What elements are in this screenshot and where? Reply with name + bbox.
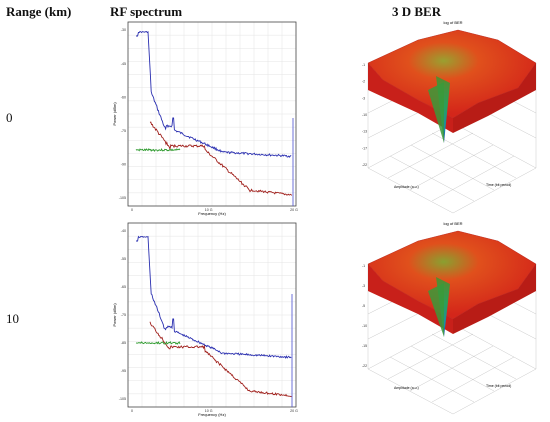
y-axis-label: Power (dBm) — [112, 303, 117, 327]
ber-surface-top — [367, 29, 537, 119]
ber-title: log of BER — [443, 221, 462, 226]
y-tick-label: -85 — [121, 341, 126, 345]
z-tick-label: -10 — [362, 324, 367, 328]
y-tick-label: -45 — [121, 62, 126, 66]
y-tick-label: -40 — [121, 229, 126, 233]
z-tick-label: -1 — [362, 264, 365, 268]
y-ticks: -30 -45 -60 -75 -90 -105 — [119, 28, 126, 200]
series-green — [135, 147, 181, 152]
series-blue — [136, 30, 292, 158]
range-header: Range (km) — [6, 4, 72, 19]
x-tick-label: 10 G — [205, 409, 213, 413]
plot-grid — [128, 223, 296, 407]
ber-surface-right — [453, 63, 536, 133]
rf-spectrum-plot-0: -30 -45 -60 -75 -90 -105 0 10 G 20 G Power (dBm… — [110, 18, 300, 218]
y-tick-label: -105 — [119, 397, 126, 401]
y-axis-label: Power (dBm) — [112, 102, 117, 126]
ber-surface-left — [368, 63, 453, 133]
x-ticks: 0 10 G 20 G — [131, 409, 298, 413]
y-tick-label: -55 — [121, 257, 126, 261]
ber-valley-side — [428, 283, 444, 337]
series-red — [149, 321, 292, 398]
rf-spectrum-header: RF spectrum — [110, 4, 183, 19]
y-tick-label: -75 — [121, 313, 126, 317]
x-tick-label: 20 G — [290, 208, 298, 212]
ber-x-label: Amplitude (a.u.) — [394, 185, 419, 189]
z-tick-label: -3 — [362, 96, 365, 100]
z-tick-label: -5 — [362, 304, 365, 308]
z-tick-label: -15 — [362, 344, 367, 348]
x-tick-label: 20 G — [290, 409, 298, 413]
ber-surface-right — [453, 264, 536, 334]
ber-valley-side — [428, 82, 444, 143]
z-tick-label: -17 — [362, 146, 367, 150]
z-ticks: -1 -2 -3 -10 -13 -17 -22 — [362, 63, 367, 167]
x-tick-label: 0 — [131, 409, 133, 413]
y-tick-label: -75 — [121, 129, 126, 133]
ber-title: log of BER — [443, 20, 462, 25]
y-ticks: -40 -55 -65 -75 -85 -95 -105 — [119, 229, 126, 401]
x-tick-label: 0 — [131, 208, 133, 212]
plot-frame — [127, 21, 297, 207]
range-label-10: 10 — [6, 311, 19, 326]
z-tick-label: -22 — [362, 163, 367, 167]
ber-x-label: Amplitude (a.u.) — [394, 386, 419, 390]
x-axis-label: Frequency (Hz) — [198, 412, 226, 417]
ber-surface-top — [367, 230, 537, 320]
y-tick-label: -30 — [121, 28, 126, 32]
plot-frame — [127, 222, 297, 408]
series-green — [135, 341, 181, 345]
z-tick-label: -10 — [362, 113, 367, 117]
ber-3d-plot-10: log of BER -1 -3 -5 -10 -15 -22 Amplitude (a.… — [362, 221, 537, 415]
y-tick-label: -60 — [121, 95, 126, 99]
z-tick-label: -2 — [362, 80, 365, 84]
x-ticks: 0 10 G 20 G — [131, 208, 298, 212]
x-axis-label: Frequency (Hz) — [198, 211, 226, 216]
rf-spectrum-plot-10: -40 -55 -65 -75 -85 -95 -105 0 10 G 20 G Power (… — [110, 219, 300, 419]
y-tick-label: -65 — [121, 285, 126, 289]
z-tick-label: -3 — [362, 284, 365, 288]
y-tick-label: -105 — [119, 196, 126, 200]
x-tick-label: 10 G — [205, 208, 213, 212]
y-tick-label: -90 — [121, 163, 126, 167]
z-tick-label: -1 — [362, 63, 365, 67]
range-label-0: 0 — [6, 110, 13, 125]
plot-background — [110, 219, 300, 419]
z-ticks: -1 -3 -5 -10 -15 -22 — [362, 264, 367, 368]
z-tick-label: -13 — [362, 130, 367, 134]
z-tick-label: -22 — [362, 364, 367, 368]
ber-header: 3 D BER — [392, 4, 442, 19]
series-blue — [136, 235, 292, 359]
ber-y-label: Time (bit period) — [486, 384, 511, 388]
y-tick-label: -95 — [121, 369, 126, 373]
series-red — [149, 121, 292, 196]
ber-y-label: Time (bit period) — [486, 183, 511, 187]
ber-3d-plot-0: log of BER -1 -2 -3 -10 -13 -17 -22 Amplitude … — [362, 20, 537, 214]
plot-grid — [128, 22, 296, 206]
plot-background — [110, 18, 300, 218]
ber-surface-left — [368, 264, 453, 334]
